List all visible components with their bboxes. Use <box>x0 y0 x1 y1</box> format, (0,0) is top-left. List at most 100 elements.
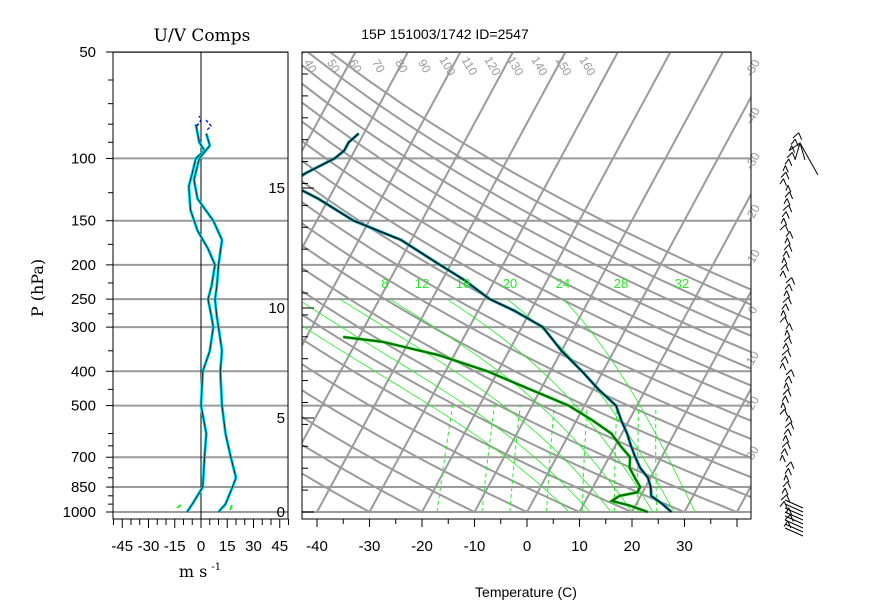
mixing-ratio-line <box>581 405 588 513</box>
v-component-outline <box>193 133 237 513</box>
wind-x-tick-label: 15 <box>219 538 236 555</box>
moist-adiabat-label: 8 <box>381 276 388 291</box>
wind-barb-lower <box>784 527 804 537</box>
isotherm-label: -50 <box>742 57 763 79</box>
isotherm <box>302 52 357 153</box>
wind-barb-flag <box>786 441 791 450</box>
isotherm <box>0 52 145 512</box>
pressure-tick-label: 400 <box>71 363 96 380</box>
temperature-profile-outline <box>302 133 672 513</box>
dry-adiabat-label: 80 <box>392 57 411 76</box>
mixing-ratio-line <box>436 405 454 513</box>
wind-barb-flag <box>784 356 789 364</box>
wind-barb <box>779 316 786 323</box>
wind-barb-flag <box>786 494 791 502</box>
dry-adiabat <box>302 139 751 387</box>
wind-barb-lower <box>784 523 804 533</box>
wind-barb-flag <box>785 343 790 351</box>
wind-barb-flag <box>788 336 793 344</box>
isotherm <box>683 386 751 513</box>
isotherm-label: -30 <box>742 150 763 172</box>
v-component-upper <box>196 115 212 132</box>
wind-barb <box>785 231 791 238</box>
wind-barb-flag <box>786 237 791 246</box>
dry-adiabat-label: 140 <box>528 54 550 79</box>
height-tick-label: 15 <box>268 180 285 197</box>
pressure-tick-label: 1000 <box>63 504 96 521</box>
temp-x-tick-label: -10 <box>464 538 486 555</box>
wind-barb-flag <box>787 297 792 305</box>
isotherm <box>578 192 751 513</box>
wind-barb-flag <box>787 184 792 193</box>
wind-barb-flag <box>790 369 795 377</box>
wind-barb <box>781 441 788 448</box>
wind-barb-flag <box>788 415 793 423</box>
temp-x-tick-label: -30 <box>359 538 381 555</box>
dewpoint-profile-highlight <box>343 335 649 514</box>
dry-adiabat-label: 130 <box>504 54 526 79</box>
isotherm <box>736 483 751 513</box>
isotherm <box>316 52 567 513</box>
wind-barb-lower <box>784 503 804 513</box>
dry-adiabat <box>302 244 751 479</box>
wind-barb-flag <box>782 310 787 318</box>
wind-barb <box>782 435 787 442</box>
dry-adiabat-label: 90 <box>415 57 434 76</box>
wind-barb-flag <box>788 158 793 167</box>
u-component-outline <box>186 124 216 513</box>
wind-barb-flag <box>782 270 787 279</box>
wind-barb <box>784 191 790 198</box>
wind-barb <box>786 152 793 159</box>
height-tick-label: 5 <box>277 410 285 427</box>
wind-barb-flag <box>784 487 789 496</box>
wind-barb <box>780 217 785 224</box>
dry-adiabat <box>302 222 751 459</box>
wind-barb <box>780 402 784 409</box>
wind-barb-flag <box>782 362 787 371</box>
temp-x-tick-label: 0 <box>523 538 531 555</box>
dry-adiabat <box>329 52 751 291</box>
wind-barb-flag <box>783 257 788 265</box>
wind-barb-flag <box>788 507 793 515</box>
wind-barb-flag <box>788 323 793 331</box>
isotherm <box>631 289 751 513</box>
dry-adiabat <box>302 415 475 513</box>
wind-barb-flag <box>788 244 793 252</box>
wind-barb <box>783 198 788 205</box>
wind-barb-flag <box>786 329 791 338</box>
temp-x-tick-label: -40 <box>306 538 328 555</box>
pressure-tick-label: 700 <box>71 449 96 466</box>
moist-adiabat-label: 12 <box>415 276 429 291</box>
wind-barb-flag <box>783 217 788 226</box>
wind-barb <box>782 481 788 488</box>
wind-barb-flag <box>789 191 794 200</box>
wind-barb-flag <box>784 395 789 404</box>
dry-adiabat <box>302 443 423 513</box>
wind-barb <box>782 204 790 211</box>
dry-adiabat-label: 60 <box>346 57 365 76</box>
isotherm-label: 30 <box>743 443 762 462</box>
wind-barb-upper <box>789 142 819 176</box>
wind-barb <box>784 158 790 165</box>
isotherm <box>302 52 462 348</box>
isotherm <box>421 52 672 513</box>
wind-barb-flag <box>791 152 796 160</box>
moist-adiabat-label: 28 <box>614 276 628 291</box>
moist-adiabat-label: 20 <box>503 276 517 291</box>
pressure-tick-label: 150 <box>71 213 96 230</box>
pressure-tick-label: 200 <box>71 257 96 274</box>
wind-barb-flag <box>788 204 793 213</box>
wind-barb-flag <box>782 402 787 410</box>
wind-barb-flag <box>791 145 796 153</box>
wind-barb-flag <box>784 316 789 325</box>
pressure-tick-label: 500 <box>71 398 96 415</box>
wind-barb-flag <box>784 408 789 417</box>
wind-barb-flag <box>788 283 793 292</box>
dry-adiabat <box>306 52 751 306</box>
isotherm <box>790 52 887 512</box>
wind-barb <box>779 178 784 185</box>
wind-barb <box>783 520 789 527</box>
wind-barb-flag <box>785 382 790 390</box>
